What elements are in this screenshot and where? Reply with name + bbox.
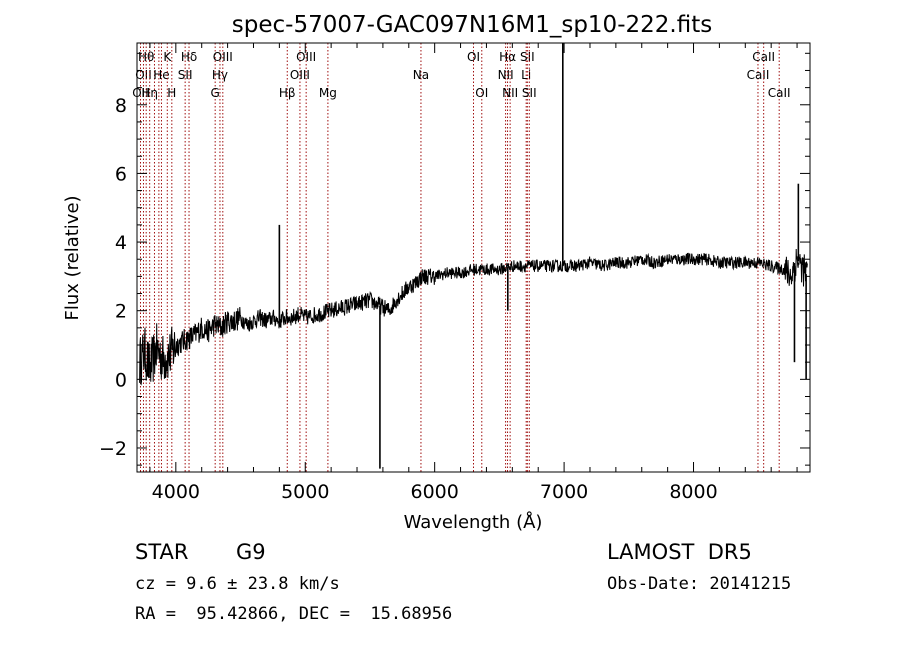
y-axis-label: Flux (relative) — [62, 195, 83, 320]
spectral-line-label: OI — [475, 86, 488, 100]
spectral-line-label: CaII — [747, 68, 770, 82]
y-tick-label: 8 — [115, 95, 127, 117]
spectral-line-label: G — [211, 86, 220, 100]
spectral-line-label: Hη — [141, 86, 158, 100]
spectral-line-label: Li — [521, 68, 531, 82]
spectral-line-label: OII — [135, 68, 152, 82]
spectral-line-label: OIII — [296, 50, 316, 64]
spectral-line-label: Hβ — [279, 86, 296, 100]
spectral-line-label: OIII — [213, 50, 233, 64]
spectral-line-label: OII — [132, 86, 149, 100]
axis-ticks-layer: 4000 5000 6000 7000 8000 −2 0 2 4 6 8 — [99, 43, 810, 503]
spectral-line-label: OI — [467, 50, 480, 64]
x-tick-label: 4000 — [152, 481, 200, 503]
spectral-line-label: He — [153, 68, 169, 82]
coordinates: RA = 95.42866, DEC = 15.68956 — [135, 604, 453, 624]
spectral-line-label: Na — [413, 68, 429, 82]
spectral-line-label: NII — [502, 86, 518, 100]
spectral-line-label: CaII — [768, 86, 791, 100]
emission-lines-layer: OIIOIIHθHηHeKHSIIHδGHγOIIIHβOIIIOIIIMgNa… — [132, 43, 791, 472]
chart-title: spec-57007-GAC097N16M1_sp10-222.fits — [232, 12, 712, 38]
y-tick-label: −2 — [99, 438, 127, 460]
spectral-line-label: Mg — [319, 86, 337, 100]
y-tick-label: 6 — [115, 163, 127, 185]
redshift-readout: cz = 9.6 ± 23.8 km/s — [135, 574, 340, 594]
spectral-line-label: NII — [498, 68, 514, 82]
spectral-line-label: Hγ — [212, 68, 228, 82]
y-tick-label: 0 — [115, 369, 127, 391]
x-tick-label: 8000 — [669, 481, 717, 503]
object-class: STAR — [135, 540, 189, 564]
spectral-line-label: CaII — [752, 50, 775, 64]
obs-date: Obs-Date: 20141215 — [607, 574, 792, 594]
spectral-line-label: H — [167, 86, 176, 100]
object-subclass: G9 — [236, 540, 266, 564]
spectral-line-label: K — [163, 50, 172, 64]
spectral-line-label: Hδ — [181, 50, 197, 64]
y-tick-label: 4 — [115, 232, 127, 254]
y-tick-label: 2 — [115, 301, 127, 323]
spectral-line-label: SII — [520, 50, 535, 64]
spectral-line-label: Hθ — [138, 50, 154, 64]
spectral-line-label: SII — [178, 68, 193, 82]
plot-frame — [136, 42, 811, 473]
spectral-line-label: SII — [522, 86, 537, 100]
x-tick-label: 5000 — [281, 481, 329, 503]
x-tick-label: 6000 — [410, 481, 458, 503]
spectrum-trace — [139, 248, 808, 386]
x-axis-label: Wavelength (Å) — [404, 511, 543, 533]
x-tick-label: 7000 — [540, 481, 588, 503]
spectral-line-label: Hα — [499, 50, 516, 64]
spectral-line-label: OIII — [290, 68, 310, 82]
survey-name: LAMOST DR5 — [607, 540, 752, 564]
